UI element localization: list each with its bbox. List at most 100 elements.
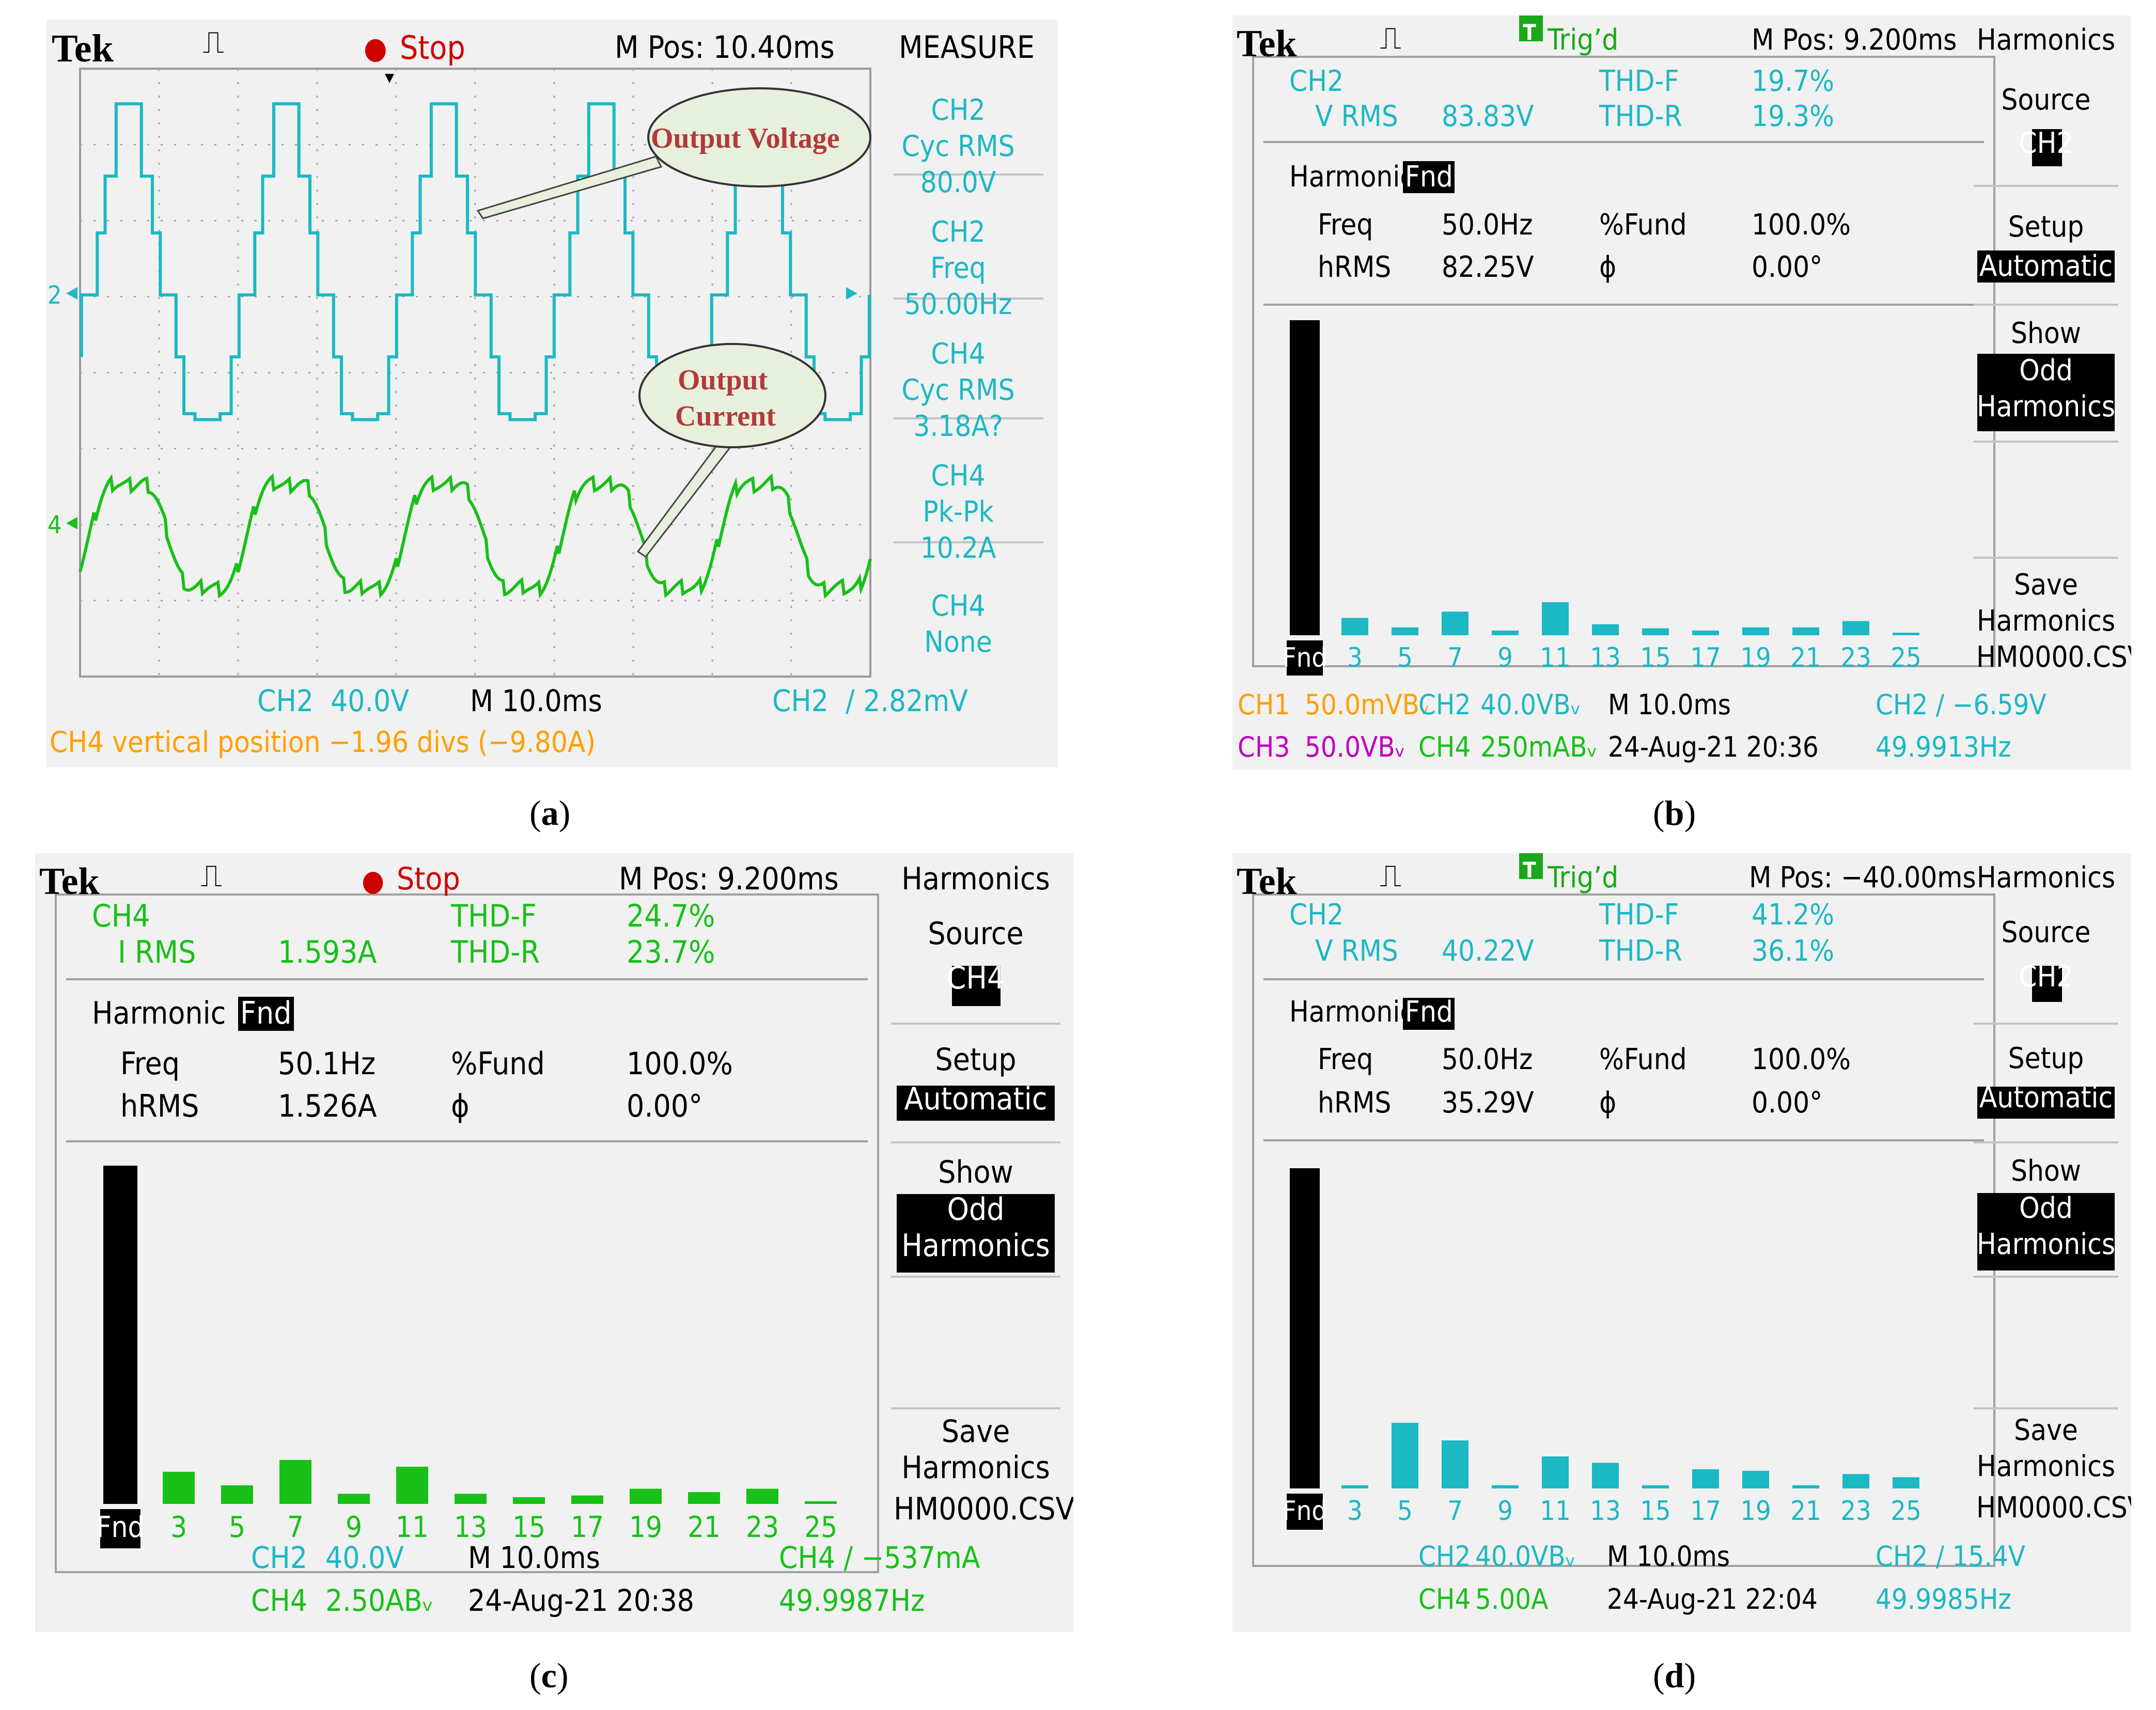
- measure-1-value[interactable]: 80.0V: [920, 166, 996, 199]
- readout-bot1-b: 50.0mVBᵥ: [1305, 688, 1430, 721]
- channel-label: CH2: [1289, 898, 1344, 932]
- measure-5-channel[interactable]: CH4: [931, 589, 986, 623]
- harmonic-selected-box[interactable]: [238, 997, 294, 1031]
- menu-setup-value[interactable]: Automatic: [1979, 249, 2113, 283]
- tick-label-9: 9: [1497, 642, 1513, 673]
- m-pos: M Pos: 10.40ms: [615, 29, 835, 66]
- measure-4-name[interactable]: Pk-Pk: [923, 495, 994, 529]
- annotation-output-current-line2: Current: [675, 400, 776, 432]
- show-value-box[interactable]: [1977, 1193, 2115, 1270]
- measure-3-name[interactable]: Cyc RMS: [901, 373, 1015, 407]
- menu-save-file[interactable]: HM0000.CSV: [1976, 640, 2131, 674]
- menu-show-label[interactable]: Show: [2011, 317, 2081, 350]
- menu-source-label[interactable]: Source: [928, 916, 1024, 952]
- acq-icon: ⎍: [1380, 20, 1401, 56]
- menu-setup-label[interactable]: Setup: [2008, 1042, 2084, 1075]
- harmonic-selected[interactable]: Fnd: [1405, 160, 1453, 194]
- tick-label-23: 23: [1840, 642, 1871, 673]
- harmonic-bar-21: [1792, 627, 1819, 635]
- thdf-label: THD-F: [451, 898, 537, 934]
- menu-title[interactable]: MEASURE: [899, 29, 1035, 66]
- menu-source-value[interactable]: CH2: [2019, 127, 2073, 160]
- menu-show-value-2[interactable]: Harmonics: [901, 1228, 1050, 1264]
- setup-value-box[interactable]: [1977, 1087, 2115, 1119]
- menu-source-value[interactable]: CH4: [946, 960, 1005, 996]
- harmonic-label: Harmonic: [1289, 995, 1415, 1029]
- menu-show-value-1[interactable]: Odd: [2019, 354, 2073, 387]
- current-callout-bubble: [638, 343, 826, 448]
- source-value-box[interactable]: [2032, 129, 2062, 166]
- harmonic-bar-23: [1842, 1474, 1869, 1488]
- measure-2-name[interactable]: Freq: [930, 252, 986, 285]
- menu-save-label-1[interactable]: Save: [2014, 568, 2078, 602]
- voltage-callout-pointer: [476, 155, 663, 219]
- menu-title[interactable]: Harmonics: [1976, 861, 2116, 895]
- measure-1-channel[interactable]: CH2: [931, 93, 986, 127]
- timebase: M 10.0ms: [1607, 1540, 1730, 1573]
- menu-show-label[interactable]: Show: [2011, 1154, 2081, 1188]
- measure-3-value[interactable]: 3.18A?: [913, 410, 1003, 443]
- thdr-value: 19.3%: [1752, 100, 1835, 133]
- harmonic-selected[interactable]: Fnd: [240, 995, 292, 1031]
- measure-4-value[interactable]: 10.2A: [920, 531, 996, 565]
- source-value-box[interactable]: [2032, 966, 2062, 1002]
- setup-value-box[interactable]: [1977, 250, 2115, 283]
- graticule-frame: [1252, 56, 1995, 667]
- trig-icon: T: [1523, 857, 1536, 883]
- readout-bot2-b: 50.0VBᵥ: [1305, 731, 1405, 763]
- harmonic-selected[interactable]: Fnd: [1405, 995, 1453, 1029]
- menu-save-label-2[interactable]: Harmonics: [901, 1450, 1050, 1486]
- measure-5-name[interactable]: None: [924, 625, 992, 659]
- menu-save-file[interactable]: HM0000.CSV: [894, 1491, 1073, 1527]
- measure-2-channel[interactable]: CH2: [931, 215, 986, 249]
- menu-source-label[interactable]: Source: [2001, 83, 2091, 117]
- menu-save-label-2[interactable]: Harmonics: [1976, 1450, 2116, 1483]
- tick-label-23: 23: [745, 1511, 779, 1544]
- menu-save-label-1[interactable]: Save: [2014, 1414, 2078, 1447]
- ch2-scale: CH2 40.0V: [257, 683, 409, 718]
- harmonic-selected-box[interactable]: [1403, 161, 1455, 193]
- menu-save-label-2[interactable]: Harmonics: [1976, 604, 2116, 638]
- menu-source-label[interactable]: Source: [2001, 916, 2091, 949]
- show-value-box[interactable]: [897, 1194, 1055, 1273]
- menu-show-value-1[interactable]: Odd: [2019, 1191, 2073, 1225]
- show-value-box[interactable]: [1977, 354, 2115, 431]
- measure-1-name[interactable]: Cyc RMS: [901, 130, 1015, 163]
- hrms-label: hRMS: [1318, 1086, 1392, 1120]
- measure-2-value[interactable]: 50.00Hz: [904, 288, 1012, 321]
- tick-label-19: 19: [1740, 1496, 1771, 1527]
- menu-show-value-2[interactable]: Harmonics: [1976, 1228, 2116, 1261]
- measure-4-channel[interactable]: CH4: [931, 459, 986, 493]
- tick-label-11: 11: [395, 1511, 429, 1544]
- setup-value-box[interactable]: [897, 1086, 1055, 1121]
- menu-show-value-2[interactable]: Harmonics: [1976, 390, 2116, 423]
- rms-value: 1.593A: [278, 934, 377, 970]
- tick-label-15: 15: [1640, 1496, 1671, 1527]
- menu-show-label[interactable]: Show: [938, 1154, 1013, 1190]
- rms-label: V RMS: [1315, 100, 1398, 133]
- menu-title[interactable]: Harmonics: [901, 861, 1050, 897]
- harmonic-bar-5: [1392, 1422, 1418, 1488]
- scope-panel-c: Tek ⎍ ● Stop M Pos: 9.200ms Harmonics CH4 I RMS…: [35, 853, 1073, 1632]
- voltage-callout-bubble: [647, 87, 871, 187]
- menu-source-value[interactable]: CH2: [2019, 960, 2073, 994]
- measure-3-channel[interactable]: CH4: [931, 337, 986, 371]
- menu-setup-label[interactable]: Setup: [935, 1042, 1017, 1078]
- menu-show-value-1[interactable]: Odd: [947, 1191, 1005, 1228]
- menu-setup-value[interactable]: Automatic: [1979, 1081, 2113, 1115]
- ch4-marker-arrow[interactable]: [66, 517, 77, 529]
- ch2-marker-arrow[interactable]: [66, 287, 77, 300]
- readout-bot1-c: CH2: [1418, 688, 1471, 721]
- acq-icon: ⎍: [202, 24, 224, 60]
- menu-setup-value[interactable]: Automatic: [904, 1081, 1048, 1117]
- ch2-trigger-level-arrow[interactable]: [846, 287, 857, 300]
- menu-save-file[interactable]: HM0000.CSV: [1976, 1491, 2131, 1525]
- menu-save-label-1[interactable]: Save: [941, 1414, 1010, 1450]
- scope-panel-a: Tek ⎍ ● Stop M Pos: 10.40ms MEASURE Outp…: [46, 20, 1058, 767]
- menu-title[interactable]: Harmonics: [1976, 23, 2116, 57]
- scope-panel-d: Tek ⎍ T Trig’d M Pos: −40.00ms Harmonics CH2 V …: [1232, 853, 2131, 1632]
- menu-setup-label[interactable]: Setup: [2008, 210, 2084, 244]
- harmonic-bar-23: [746, 1488, 778, 1504]
- harmonic-selected-box[interactable]: [1403, 998, 1455, 1030]
- source-value-box[interactable]: [952, 966, 1001, 1006]
